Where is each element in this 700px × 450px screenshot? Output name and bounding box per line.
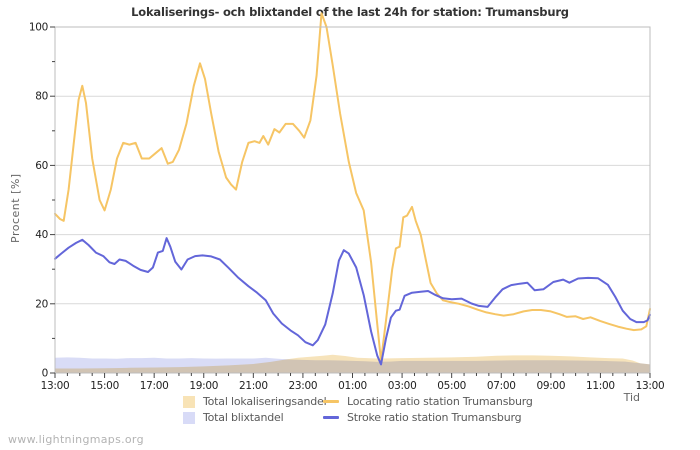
- y-tick-label: 60: [35, 160, 48, 172]
- y-tick-label: 0: [42, 368, 48, 380]
- area-total_lokaliseringsandel: [55, 354, 650, 373]
- plot-border: [54, 26, 651, 374]
- legend-label-total-lokaliseringsandel: Total lokaliseringsandel: [203, 395, 327, 408]
- x-tick-label: 15:00: [90, 380, 119, 392]
- x-tick-label: 19:00: [189, 380, 218, 392]
- legend-item-total-lokaliseringsandel: Total lokaliseringsandel: [183, 395, 327, 408]
- y-tick-label: 80: [35, 91, 48, 103]
- legend-swatch-total-lokaliseringsandel: [183, 395, 195, 408]
- x-tick-label: 05:00: [437, 380, 466, 392]
- legend-item-total-blixtandel: Total blixtandel: [183, 411, 284, 424]
- x-tick-label: 11:00: [586, 380, 615, 392]
- x-axis-title: Tid: [623, 391, 640, 404]
- legend-swatch-locating-ratio: [323, 400, 339, 403]
- x-tick-label: 01:00: [338, 380, 367, 392]
- legend-label-stroke-ratio: Stroke ratio station Trumansburg: [347, 411, 522, 424]
- line-locating_ratio: [54, 12, 651, 362]
- legend-item-locating-ratio: Locating ratio station Trumansburg: [323, 395, 533, 408]
- line-stroke_ratio: [54, 237, 651, 366]
- legend-label-locating-ratio: Locating ratio station Trumansburg: [347, 395, 533, 408]
- watermark: www.lightningmaps.org: [8, 433, 144, 446]
- x-tick-label: 13:00: [636, 380, 665, 392]
- x-tick-label: 17:00: [140, 380, 169, 392]
- x-tick-label: 23:00: [289, 380, 318, 392]
- x-tick-label: 13:00: [41, 380, 70, 392]
- x-tick-label: 09:00: [536, 380, 565, 392]
- y-tick-label: 40: [35, 229, 48, 241]
- x-tick-label: 21:00: [239, 380, 268, 392]
- x-tick-label: 03:00: [388, 380, 417, 392]
- legend-label-total-blixtandel: Total blixtandel: [203, 411, 284, 424]
- x-tick-label: 07:00: [487, 380, 516, 392]
- chart-title: Lokaliserings- och blixtandel of the las…: [131, 5, 569, 19]
- y-tick-label: 20: [35, 298, 48, 310]
- y-tick-label: 100: [29, 22, 48, 34]
- y-axis-title: Procent [%]: [9, 173, 22, 243]
- legend-item-stroke-ratio: Stroke ratio station Trumansburg: [323, 411, 522, 424]
- legend-swatch-stroke-ratio: [323, 416, 339, 419]
- legend-swatch-total-blixtandel: [183, 411, 195, 424]
